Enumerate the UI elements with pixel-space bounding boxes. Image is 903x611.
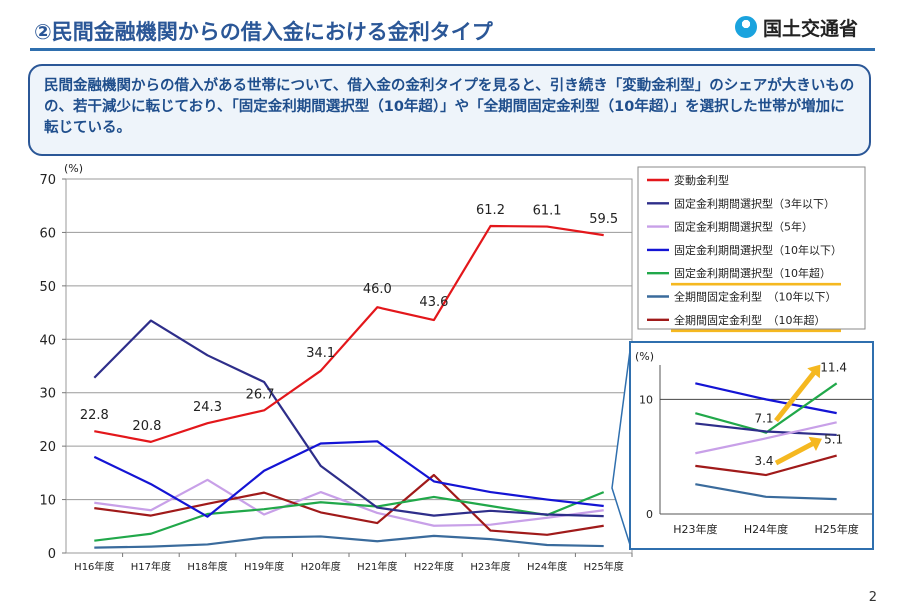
main-x-tick-label: H20年度: [301, 560, 341, 573]
inset-series-line: [695, 382, 838, 434]
growth-arrow-head-icon: [807, 364, 821, 379]
legend-label: 全期間固定金利型 （10年超）: [674, 313, 826, 327]
inset-data-label: 3.4: [754, 454, 773, 468]
main-y-tick-label: 60: [39, 226, 56, 241]
main-series-line: [94, 534, 604, 549]
inset-data-label: 11.4: [820, 360, 847, 374]
inset-x-tick-label: H25年度: [815, 522, 859, 536]
summary-box: 民間金融機関からの借入がある世帯について、借入金の金利タイプを見ると、引き続き「…: [28, 64, 871, 156]
ministry-emblem-icon: [735, 16, 757, 38]
main-data-label: 34.1: [306, 346, 335, 361]
inset-series-line: [695, 422, 837, 437]
inset-series-line: [695, 454, 837, 477]
main-x-tick-label: H23年度: [470, 560, 510, 573]
main-data-label: 20.8: [132, 419, 161, 434]
main-y-tick-label: 0: [48, 547, 56, 562]
main-series-line: [94, 478, 604, 527]
main-series-line: [93, 319, 604, 518]
inset-series-line: [695, 483, 837, 501]
main-data-label: 22.8: [80, 408, 109, 423]
main-series-line: [94, 224, 604, 443]
main-y-tick-label: 40: [39, 333, 56, 348]
page-number: 2: [868, 590, 877, 605]
main-y-tick-label: 50: [39, 280, 56, 295]
main-data-label: 61.2: [476, 203, 505, 218]
growth-arrow-shaft: [774, 367, 819, 423]
ministry-name: 国土交通省: [763, 17, 859, 40]
inset-y-tick-label: 0: [646, 508, 653, 521]
inset-data-label: 5.1: [824, 433, 843, 447]
inset-x-tick-label: H23年度: [673, 522, 717, 536]
main-series-line: [94, 473, 604, 536]
main-x-tick-label: H22年度: [414, 560, 454, 573]
ministry-logo: 国土交通省: [735, 14, 858, 40]
main-y-tick-label: 30: [39, 387, 56, 402]
main-y-tick-label: 20: [39, 440, 56, 455]
inset-series-line: [695, 421, 837, 455]
title-underline: [30, 48, 875, 51]
main-y-tick-label: 10: [39, 494, 56, 509]
main-x-tick-label: H25年度: [584, 560, 624, 573]
main-data-label: 26.7: [246, 387, 275, 402]
legend-label: 固定金利期間選択型（10年超）: [674, 266, 831, 280]
growth-arrow-head-icon: [808, 436, 822, 451]
legend-box: [637, 166, 866, 330]
inset-series-line: [695, 382, 837, 415]
main-plot-area: [65, 178, 633, 554]
legend-label: 変動金利型: [674, 173, 729, 187]
main-data-label: 46.0: [363, 282, 392, 297]
main-data-label: 59.5: [589, 212, 618, 227]
growth-arrow-shaft: [774, 439, 818, 466]
main-data-label: 24.3: [193, 400, 222, 415]
legend-label: 全期間固定金利型 （10年以下）: [674, 290, 837, 304]
main-x-tick-label: H16年度: [74, 560, 114, 573]
inset-y-tick-label: 10: [639, 393, 653, 406]
main-x-tick-label: H17年度: [131, 560, 171, 573]
page-title: ②民間金融機関からの借入金における金利タイプ: [34, 20, 493, 44]
main-y-tick-label: 70: [39, 173, 56, 188]
main-data-label: 61.1: [533, 204, 562, 219]
main-data-label: 43.6: [419, 295, 448, 310]
legend-label: 固定金利期間選択型（10年以下）: [674, 243, 842, 257]
main-y-axis-label: (%): [64, 162, 83, 175]
legend-label: 固定金利期間選択型（5年）: [674, 220, 813, 234]
inset-data-label: 7.1: [754, 412, 773, 426]
main-x-tick-label: H19年度: [244, 560, 284, 573]
main-series-line: [94, 491, 605, 542]
inset-y-axis-label: (%): [635, 350, 654, 363]
main-x-tick-label: H18年度: [187, 560, 227, 573]
legend-label: 固定金利期間選択型（3年以下）: [674, 196, 835, 210]
main-x-tick-label: H21年度: [357, 560, 397, 573]
main-series-line: [93, 440, 604, 518]
main-x-tick-label: H24年度: [527, 560, 567, 573]
inset-x-tick-label: H24年度: [744, 522, 788, 536]
